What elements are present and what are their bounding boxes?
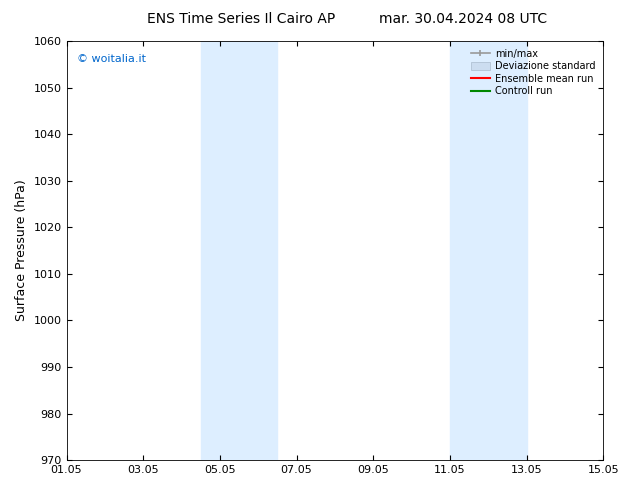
Bar [450, 41, 526, 460]
Legend: min/max, Deviazione standard, Ensemble mean run, Controll run: min/max, Deviazione standard, Ensemble m… [468, 46, 598, 99]
Text: ENS Time Series Il Cairo AP: ENS Time Series Il Cairo AP [147, 12, 335, 26]
Text: © woitalia.it: © woitalia.it [77, 53, 146, 64]
Bar [201, 41, 277, 460]
Y-axis label: Surface Pressure (hPa): Surface Pressure (hPa) [15, 180, 28, 321]
Text: mar. 30.04.2024 08 UTC: mar. 30.04.2024 08 UTC [378, 12, 547, 26]
